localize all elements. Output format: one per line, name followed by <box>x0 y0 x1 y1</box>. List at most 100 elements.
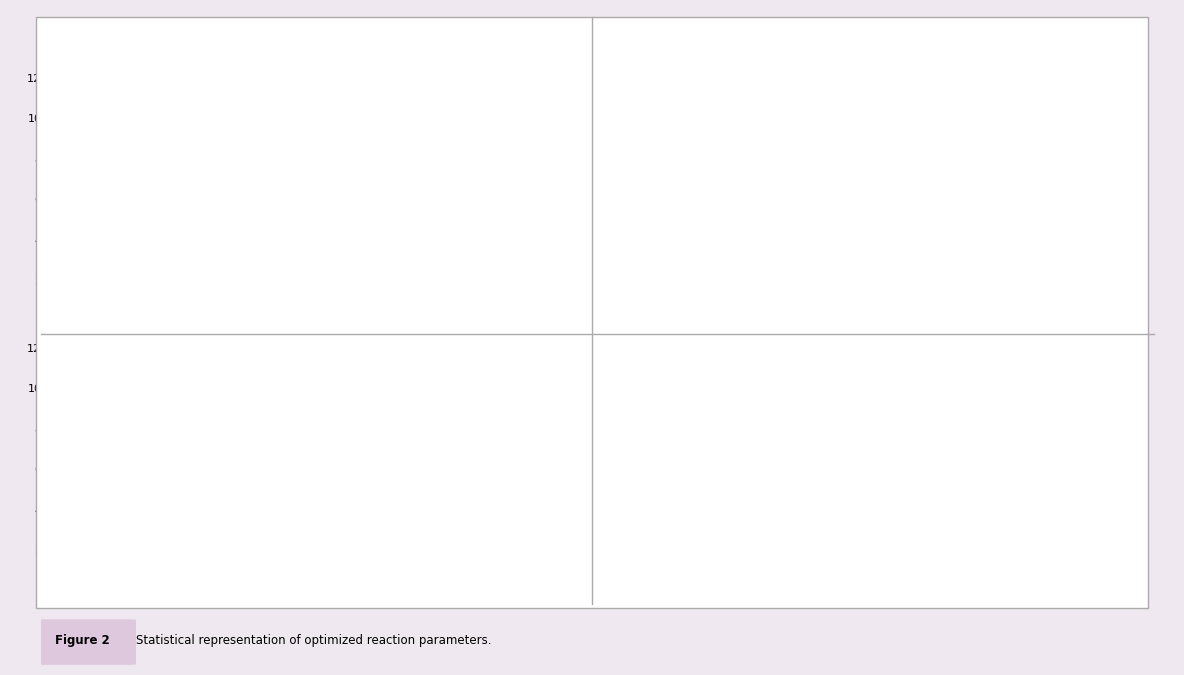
Bar <box>347 146 354 321</box>
Bar <box>385 132 392 321</box>
Bar <box>652 138 659 321</box>
Bar <box>109 304 115 321</box>
Bar <box>922 157 928 321</box>
Bar <box>741 571 748 591</box>
Title: Solvent Vs Yield: Solvent Vs Yield <box>188 331 309 344</box>
Bar <box>234 213 242 321</box>
Bar <box>779 551 785 591</box>
Bar <box>310 416 316 591</box>
Bar <box>378 138 385 321</box>
Bar <box>816 537 823 591</box>
Bar <box>727 199 734 321</box>
Bar <box>810 537 816 591</box>
Bar <box>265 431 272 591</box>
Text: Figure 2: Figure 2 <box>56 634 110 647</box>
Bar <box>922 513 928 591</box>
Bar <box>803 240 810 321</box>
Bar <box>841 280 847 321</box>
Legend: Base, Yield% (1a), Yield% (1b), Yield% (1c): Base, Yield% (1a), Yield% (1b), Yield% (… <box>457 83 540 150</box>
Bar <box>772 551 779 591</box>
Bar <box>841 484 847 591</box>
Bar <box>703 317 710 321</box>
Bar <box>727 562 734 591</box>
Bar <box>659 586 665 591</box>
Bar <box>115 315 122 321</box>
Bar <box>877 435 884 591</box>
Bar <box>84 526 91 591</box>
Legend: Temp. (*c), Yield% (1a), Yield% (1b), Yield% (1c): Temp. (*c), Yield% (1a), Yield% (1b), Yi… <box>1008 83 1090 150</box>
Bar <box>176 469 184 591</box>
Bar <box>327 550 334 591</box>
Bar <box>146 282 153 321</box>
Bar <box>854 522 861 591</box>
Legend: Solvent (ml), Yield %(1a), Yield% (1b), Yield% (1c): Solvent (ml), Yield %(1a), Yield% (1b), … <box>457 353 545 420</box>
Bar <box>823 217 830 321</box>
Bar <box>696 581 703 591</box>
Bar <box>290 260 296 321</box>
Bar <box>365 300 372 321</box>
Bar <box>854 183 861 321</box>
Bar <box>416 566 423 591</box>
Bar <box>861 522 867 591</box>
Bar <box>372 425 378 591</box>
Bar <box>102 138 109 321</box>
Bar <box>765 542 772 591</box>
Bar <box>915 300 922 321</box>
Bar <box>408 574 416 591</box>
Bar <box>109 510 115 591</box>
Bar <box>160 266 167 321</box>
Bar <box>191 268 198 321</box>
Bar <box>176 199 184 321</box>
Bar <box>779 268 785 321</box>
Bar <box>334 425 341 591</box>
Bar <box>928 513 935 591</box>
Bar <box>259 427 265 591</box>
Bar <box>915 396 922 591</box>
Bar <box>372 155 378 321</box>
Bar <box>892 513 897 591</box>
Bar <box>184 467 191 591</box>
FancyBboxPatch shape <box>31 620 136 665</box>
Bar <box>847 193 854 321</box>
Bar <box>690 159 696 321</box>
Bar <box>191 469 198 591</box>
Bar <box>803 533 810 591</box>
Bar <box>341 408 347 591</box>
Bar <box>296 427 303 591</box>
Bar <box>378 410 385 591</box>
Bar <box>810 232 816 321</box>
Bar <box>102 408 109 591</box>
Bar <box>892 142 897 321</box>
Bar <box>341 161 347 321</box>
Bar <box>221 236 229 321</box>
Bar <box>115 495 122 591</box>
Bar <box>198 238 204 321</box>
Bar <box>122 504 129 591</box>
Bar <box>884 157 892 321</box>
Bar <box>140 159 146 321</box>
Legend: Reaction time
(min.), Yield% (1a), Yield% (1b), Yield% (1c): Reaction time (min.), Yield% (1a), Yield… <box>1008 353 1103 431</box>
Bar <box>252 510 259 591</box>
Bar <box>303 181 310 321</box>
Bar <box>385 402 392 591</box>
Bar <box>734 571 741 591</box>
Bar <box>703 579 710 591</box>
Bar <box>959 302 966 321</box>
Bar <box>408 300 416 321</box>
Bar <box>741 288 748 321</box>
Bar <box>897 134 905 321</box>
Bar <box>785 254 792 321</box>
Bar <box>665 586 673 591</box>
Bar <box>310 161 316 321</box>
Bar <box>847 520 854 591</box>
Title: Reaction time Vs Yield: Reaction time Vs Yield <box>715 331 883 344</box>
Bar <box>710 581 718 591</box>
Bar <box>64 118 71 321</box>
Bar <box>221 447 229 591</box>
Bar <box>935 136 942 321</box>
Bar <box>823 537 830 591</box>
Bar <box>347 402 354 591</box>
Bar <box>296 189 303 321</box>
Bar <box>153 481 160 591</box>
Bar <box>198 447 204 591</box>
